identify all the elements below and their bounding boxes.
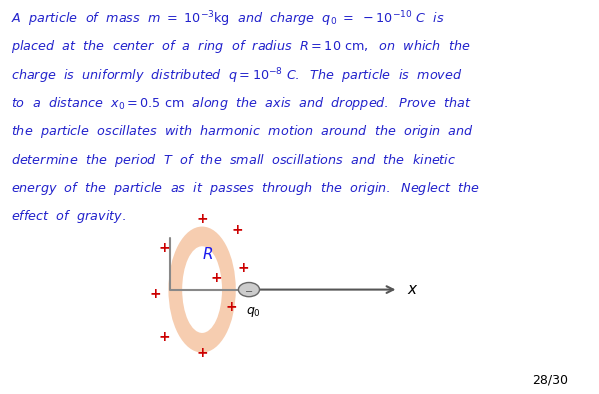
Text: $-$: $-$ xyxy=(244,284,253,295)
Text: $\mathit{placed\ \ at\ \ the\ \ center\ \ of\ \ a\ \ ring\ \ of\ \ radius}\ \ R : $\mathit{placed\ \ at\ \ the\ \ center\ … xyxy=(11,38,470,55)
Text: 28/30: 28/30 xyxy=(533,373,568,386)
Text: +: + xyxy=(158,241,170,255)
Text: $\mathit{A\ \ particle\ \ of\ \ mass}\ \ m\ =\ 10^{-3}\mathrm{kg}\ \ \mathit{and: $\mathit{A\ \ particle\ \ of\ \ mass}\ \… xyxy=(11,10,444,30)
Text: +: + xyxy=(196,212,208,226)
Text: $\mathit{determine\ \ the\ \ period}\ \ T\ \ \mathit{of\ \ the\ \ small\ \ oscil: $\mathit{determine\ \ the\ \ period}\ \ … xyxy=(11,152,456,169)
Ellipse shape xyxy=(168,227,236,353)
Text: +: + xyxy=(149,286,161,301)
Text: $\mathit{charge\ \ is\ \ uniformly\ \ distributed}\ \ q = 10^{-8}\ C.\ \ \mathit: $\mathit{charge\ \ is\ \ uniformly\ \ di… xyxy=(11,67,462,86)
Text: +: + xyxy=(237,261,249,275)
Circle shape xyxy=(238,282,259,297)
Ellipse shape xyxy=(182,246,222,333)
Text: $x$: $x$ xyxy=(407,282,419,297)
Text: $\mathit{to\ \ a\ \ distance}\ \ x_0 = 0.5\ \mathrm{cm}\ \ \mathit{along\ \ the\: $\mathit{to\ \ a\ \ distance}\ \ x_0 = 0… xyxy=(11,95,471,112)
Text: +: + xyxy=(226,300,237,314)
Text: +: + xyxy=(196,346,208,360)
Text: +: + xyxy=(158,330,170,344)
Text: $R$: $R$ xyxy=(202,246,213,262)
Text: +: + xyxy=(231,223,243,238)
Text: $\mathit{effect\ \ of\ \ gravity.}$: $\mathit{effect\ \ of\ \ gravity.}$ xyxy=(11,208,126,225)
Text: $\mathit{the\ \ particle\ \ oscillates\ \ with\ \ harmonic\ \ motion\ \ around\ : $\mathit{the\ \ particle\ \ oscillates\ … xyxy=(11,123,474,140)
Text: $\mathit{energy\ \ of\ \ the\ \ particle\ \ as\ \ it\ \ passes\ \ through\ \ the: $\mathit{energy\ \ of\ \ the\ \ particle… xyxy=(11,180,480,197)
Text: $q_0$: $q_0$ xyxy=(246,305,261,320)
Text: +: + xyxy=(211,271,223,285)
